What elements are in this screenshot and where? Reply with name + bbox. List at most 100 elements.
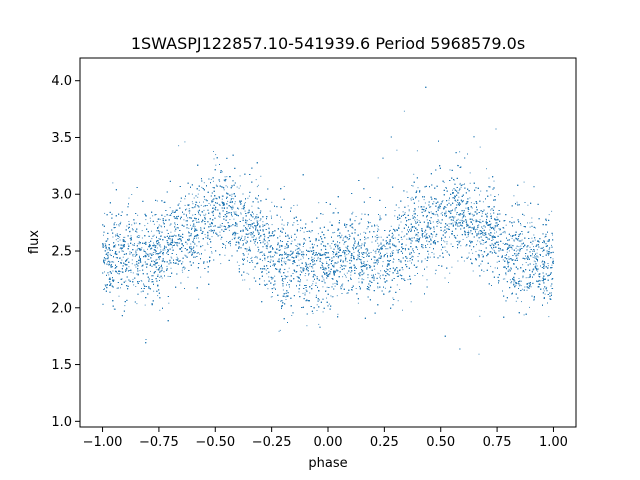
data-point (341, 264, 342, 266)
data-point (349, 220, 351, 222)
data-point (504, 278, 506, 280)
data-point (398, 226, 400, 228)
data-point (248, 273, 250, 275)
data-point (429, 256, 431, 258)
data-point (496, 261, 498, 263)
data-point (328, 275, 330, 277)
data-point (295, 249, 296, 251)
data-point (534, 255, 535, 257)
data-point (184, 254, 186, 256)
data-point (507, 263, 509, 265)
data-point (534, 261, 536, 263)
data-point (532, 269, 534, 271)
data-point (396, 276, 398, 277)
data-point (380, 278, 381, 280)
data-point (408, 237, 410, 239)
data-point (246, 220, 248, 222)
data-point (352, 211, 354, 213)
data-point (538, 275, 540, 277)
data-point (456, 234, 458, 236)
data-point (262, 240, 264, 242)
data-point (389, 264, 390, 266)
data-point (374, 259, 376, 261)
data-point (498, 194, 499, 196)
data-point (188, 208, 190, 210)
data-point (215, 184, 217, 186)
data-point (212, 180, 214, 182)
data-point (249, 232, 251, 234)
data-point (330, 247, 332, 249)
data-point (218, 203, 220, 205)
data-point (513, 282, 515, 284)
data-point (297, 248, 299, 250)
data-point (271, 224, 273, 226)
data-point (152, 252, 154, 253)
data-point (505, 274, 507, 276)
data-point (496, 216, 498, 218)
data-point (448, 226, 450, 228)
data-point (267, 257, 269, 259)
data-point (220, 238, 222, 240)
data-point (342, 260, 344, 262)
data-point (231, 193, 233, 195)
data-point (231, 225, 233, 227)
data-point (430, 206, 432, 208)
data-point (234, 236, 236, 238)
data-point (189, 246, 191, 248)
data-point (211, 252, 213, 254)
data-point (490, 265, 492, 267)
data-point (378, 244, 380, 246)
data-point (227, 212, 229, 214)
data-point (264, 259, 266, 261)
data-point (386, 271, 387, 273)
data-point (238, 243, 240, 245)
data-point (525, 262, 527, 263)
data-point (384, 287, 386, 289)
data-point (257, 217, 259, 219)
data-point (113, 224, 115, 226)
data-point (516, 203, 518, 205)
data-point (293, 205, 295, 206)
data-point (156, 221, 158, 223)
data-point (426, 266, 428, 268)
data-point (119, 271, 121, 273)
data-point (416, 150, 418, 152)
data-point (137, 249, 138, 251)
data-point (256, 256, 258, 258)
data-point (380, 244, 382, 245)
data-point (444, 207, 445, 209)
data-point (268, 251, 269, 253)
data-point (153, 234, 155, 236)
data-point (482, 243, 484, 245)
data-point (379, 254, 381, 256)
data-point (352, 227, 354, 229)
data-point (221, 229, 223, 231)
data-point (200, 204, 202, 206)
data-point (397, 300, 399, 302)
data-point (422, 244, 424, 246)
data-point (380, 249, 382, 250)
data-point (250, 220, 252, 221)
data-point (403, 236, 405, 238)
data-point (483, 270, 485, 272)
data-point (141, 265, 143, 267)
data-point (210, 204, 211, 206)
data-point (247, 197, 249, 199)
data-point (221, 198, 223, 200)
data-point (434, 273, 436, 275)
data-point (536, 249, 538, 251)
data-point (377, 258, 379, 260)
data-point (318, 323, 320, 325)
data-point (231, 238, 233, 240)
data-point (147, 222, 149, 224)
data-point (448, 199, 450, 201)
data-point (408, 210, 410, 212)
data-point (104, 263, 106, 265)
data-point (112, 236, 114, 238)
data-point (171, 257, 173, 259)
data-point (441, 211, 443, 213)
data-point (476, 244, 477, 246)
data-point (201, 232, 203, 234)
data-point (449, 236, 450, 238)
data-point (337, 228, 339, 230)
